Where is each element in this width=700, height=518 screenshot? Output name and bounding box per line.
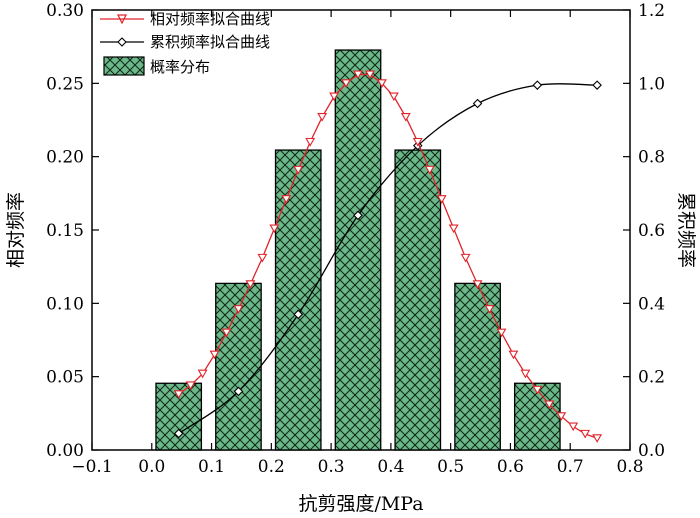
x-tick-label: 0.7 [557,457,584,477]
legend-bar-label: 概率分布 [150,58,210,76]
cumulative-point [472,98,483,109]
cumulative-point [353,210,363,221]
relative-point [400,113,411,122]
legend-relative-marker [117,14,127,25]
relative-point [424,165,435,175]
y-left-tick-label: 0.20 [46,148,84,168]
y-left-tick-label: 0.25 [46,74,84,94]
y-left-tick-label: 0.15 [46,221,84,241]
relative-point [436,195,447,204]
relative-point [592,434,603,443]
x-tick-label: 0.8 [616,457,643,477]
relative-point [508,350,519,360]
bars-layer [155,49,561,451]
y-axis-left-title: 相对频率 [5,192,27,268]
cumulative-point [293,309,304,320]
x-tick-label: 0.5 [437,457,464,477]
y-left-tick-label: 0.30 [46,1,84,21]
relative-point [484,305,495,314]
relative-point [460,253,471,263]
y-right-tick-label: 1.2 [638,1,665,21]
relative-point [353,70,363,80]
y-right-tick-label: 1.0 [638,74,665,94]
relative-point [221,328,232,338]
relative-point [448,224,459,234]
relative-point [317,113,328,122]
legend: 相对频率拟合曲线 累积频率拟合曲线 概率分布 [100,10,270,76]
relative-line [178,73,598,439]
x-tick-label: 0.3 [318,457,345,477]
relative-point [556,412,567,421]
x-tick-label: 0.0 [138,457,165,477]
cumulative-point [592,80,602,90]
legend-bar-swatch [103,56,145,76]
relative-point [341,79,352,88]
legend-cumulative-marker [117,37,127,47]
lines-layer [173,70,603,443]
x-axis-title: 抗剪强度/MPa [298,493,423,515]
relative-point [293,165,304,175]
legend-cumulative-label: 累积频率拟合曲线 [150,33,270,51]
cumulative-point [173,428,184,439]
relative-point [365,70,375,80]
relative-point [209,350,220,360]
bar [454,282,501,451]
relative-point [532,385,543,395]
bar [394,149,442,451]
x-tick-label: 0.4 [377,457,404,477]
x-tick-label: 0.6 [497,457,524,477]
cumulative-line [178,83,598,435]
relative-point [197,369,208,379]
relative-point [580,429,591,439]
y-left-tick-label: 0.05 [46,368,84,388]
legend-relative-label: 相对频率拟合曲线 [150,10,270,28]
x-tick-label: −0.1 [71,457,112,477]
relative-point [257,253,268,263]
y-right-tick-label: 0.6 [638,221,665,241]
y-left-tick-label: 0.10 [46,294,84,314]
y-right-tick-label: 0.8 [638,148,665,168]
y-right-tick-label: 0.4 [638,294,665,314]
relative-point [173,390,184,399]
relative-point [472,280,483,289]
y-right-tick-label: 0.2 [638,368,665,388]
x-tick-label: 0.2 [258,457,285,477]
bar [334,49,382,451]
cumulative-point [532,80,543,90]
relative-point [496,328,507,338]
ticks-layer: −0.1 0.0 0.1 0.2 0.3 0.4 0.5 0.6 0.7 0.8 0.00 0.05 0… [46,1,665,477]
y-right-tick-label: 0.0 [638,441,665,461]
relative-point [376,79,387,88]
y-axis-right-title: 累积频率 [675,192,697,268]
relative-point [281,195,292,204]
relative-point [245,280,256,289]
relative-point [269,224,280,234]
bar [274,149,322,451]
relative-point [520,369,531,379]
relative-point [544,400,555,410]
relative-point [412,137,423,147]
relative-point [233,305,244,314]
x-tick-label: 0.1 [198,457,225,477]
cumulative-point [233,386,244,397]
relative-point [185,381,196,391]
relative-point [305,137,316,147]
relative-point [329,92,340,102]
y-left-tick-label: 0.00 [46,441,84,461]
relative-point [388,92,399,102]
relative-point [568,422,579,432]
